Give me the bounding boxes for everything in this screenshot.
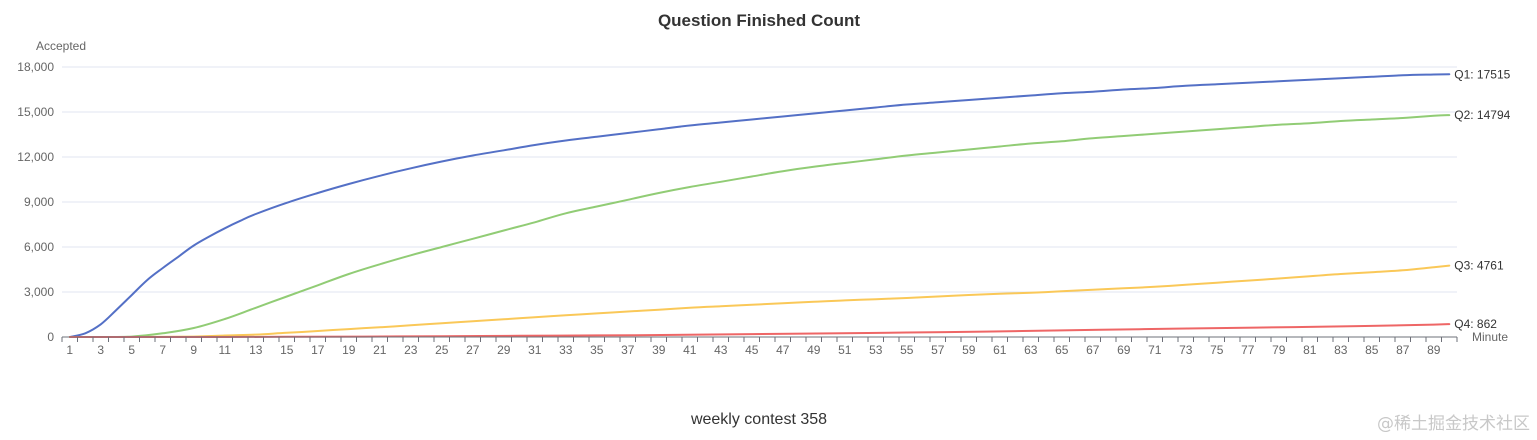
end-label-q4: Q4: 862: [1454, 317, 1497, 331]
x-tick-label: 53: [869, 343, 883, 357]
x-tick-label: 35: [590, 343, 604, 357]
x-tick-label: 69: [1117, 343, 1131, 357]
x-tick-label: 47: [776, 343, 790, 357]
chart-subtitle: weekly contest 358: [690, 411, 827, 428]
x-tick-label: 13: [249, 343, 263, 357]
x-tick-label: 81: [1303, 343, 1317, 357]
x-tick-label: 11: [219, 343, 232, 357]
chart-title: Question Finished Count: [658, 11, 860, 30]
y-tick-label: 18,000: [17, 60, 54, 74]
x-tick-label: 61: [993, 343, 1007, 357]
x-tick-label: 75: [1210, 343, 1224, 357]
x-tick-label: 29: [497, 343, 511, 357]
x-tick-label: 1: [66, 343, 73, 357]
x-tick-label: 43: [714, 343, 728, 357]
x-tick-label: 45: [745, 343, 759, 357]
x-tick-label: 57: [931, 343, 945, 357]
y-axis-label: Accepted: [36, 39, 86, 53]
series-line-q2: [68, 114, 1451, 339]
x-tick-label: 87: [1396, 343, 1410, 357]
gridlines: [62, 66, 1457, 293]
y-tick-label: 15,000: [17, 105, 54, 119]
series-line-q3: [68, 264, 1451, 339]
x-tick-label: 83: [1334, 343, 1348, 357]
x-tick-label: 17: [311, 343, 325, 357]
x-tick-label: 77: [1241, 343, 1255, 357]
end-label-q2: Q2: 14794: [1454, 108, 1510, 122]
y-tick-label: 6,000: [24, 240, 54, 254]
series-lines: [68, 73, 1451, 339]
y-tick-label: 9,000: [24, 195, 54, 209]
x-tick-label: 31: [528, 343, 542, 357]
x-tick-label: 21: [373, 343, 387, 357]
x-tick-label: 23: [404, 343, 418, 357]
x-tick-label: 71: [1148, 343, 1162, 357]
x-tick-label: 5: [128, 343, 135, 357]
series-line-q1: [68, 73, 1451, 338]
x-tick-label: 7: [159, 343, 166, 357]
x-tick-label: 73: [1179, 343, 1193, 357]
x-tick-label: 41: [683, 343, 697, 357]
x-tick-label: 25: [435, 343, 449, 357]
x-tick-label: 39: [652, 343, 666, 357]
x-axis-label: Minute: [1472, 330, 1508, 344]
end-label-q3: Q3: 4761: [1454, 259, 1504, 273]
series-line-q4: [68, 323, 1451, 339]
x-tick-label: 19: [342, 343, 356, 357]
y-tick-label: 0: [47, 330, 54, 344]
x-tick-label: 27: [466, 343, 480, 357]
series-end-labels: Q1: 17515 Q2: 14794 Q3: 4761 Q4: 862: [1454, 67, 1510, 331]
end-label-q1: Q1: 17515: [1454, 67, 1510, 81]
watermark-text: @稀土掘金技术社区: [1377, 414, 1530, 434]
x-tick-label: 49: [807, 343, 821, 357]
x-tick-label: 63: [1024, 343, 1038, 357]
x-tick-label: 15: [280, 343, 294, 357]
y-axis-ticks: 0 3,000 6,000 9,000 12,000 15,000 18,000: [17, 60, 54, 344]
x-tick-label: 37: [621, 343, 635, 357]
x-tick-label: 9: [190, 343, 197, 357]
y-tick-label: 12,000: [17, 150, 54, 164]
x-tick-label: 89: [1427, 343, 1441, 357]
x-axis-ticks: 1 3 5 7 9 11 13 15 17 19 21 23 25 27 29 31 33 35 37 39 41 43 4…: [61, 337, 1458, 357]
x-tick-label: 51: [838, 343, 852, 357]
x-tick-label: 33: [559, 343, 573, 357]
x-tick-label: 65: [1055, 343, 1069, 357]
y-tick-label: 3,000: [24, 285, 54, 299]
x-tick-label: 55: [900, 343, 914, 357]
x-tick-label: 59: [962, 343, 976, 357]
x-tick-label: 85: [1365, 343, 1379, 357]
x-tick-label: 79: [1272, 343, 1286, 357]
x-tick-label: 3: [97, 343, 104, 357]
x-tick-label: 67: [1086, 343, 1100, 357]
